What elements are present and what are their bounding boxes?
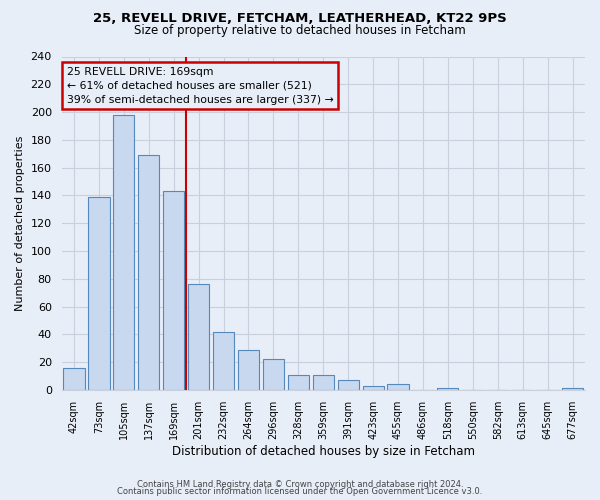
Bar bbox=[88, 197, 110, 390]
Text: 25, REVELL DRIVE, FETCHAM, LEATHERHEAD, KT22 9PS: 25, REVELL DRIVE, FETCHAM, LEATHERHEAD, … bbox=[93, 12, 507, 26]
Text: Contains public sector information licensed under the Open Government Licence v3: Contains public sector information licen… bbox=[118, 487, 482, 496]
Text: 25 REVELL DRIVE: 169sqm
← 61% of detached houses are smaller (521)
39% of semi-d: 25 REVELL DRIVE: 169sqm ← 61% of detache… bbox=[67, 66, 334, 104]
Bar bbox=[188, 284, 209, 390]
Bar bbox=[437, 388, 458, 390]
Bar bbox=[338, 380, 359, 390]
Bar bbox=[138, 155, 160, 390]
Bar bbox=[313, 374, 334, 390]
Bar bbox=[263, 360, 284, 390]
Bar bbox=[288, 374, 309, 390]
Bar bbox=[64, 368, 85, 390]
Text: Size of property relative to detached houses in Fetcham: Size of property relative to detached ho… bbox=[134, 24, 466, 37]
Y-axis label: Number of detached properties: Number of detached properties bbox=[15, 136, 25, 311]
Bar bbox=[213, 332, 234, 390]
Bar bbox=[113, 115, 134, 390]
Bar bbox=[562, 388, 583, 390]
Bar bbox=[163, 191, 184, 390]
Bar bbox=[388, 384, 409, 390]
X-axis label: Distribution of detached houses by size in Fetcham: Distribution of detached houses by size … bbox=[172, 444, 475, 458]
Bar bbox=[238, 350, 259, 390]
Text: Contains HM Land Registry data © Crown copyright and database right 2024.: Contains HM Land Registry data © Crown c… bbox=[137, 480, 463, 489]
Bar bbox=[362, 386, 384, 390]
